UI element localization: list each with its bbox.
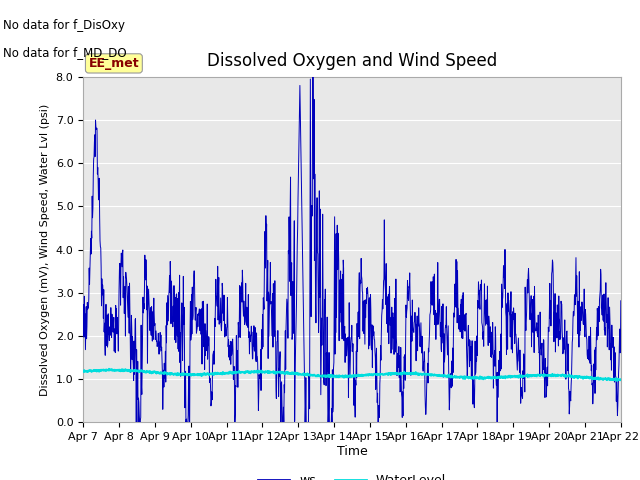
Legend: ws, WaterLevel: ws, WaterLevel <box>253 469 451 480</box>
Text: EE_met: EE_met <box>88 57 140 70</box>
Text: No data for f_DisOxy: No data for f_DisOxy <box>3 19 125 32</box>
X-axis label: Time: Time <box>337 445 367 458</box>
Y-axis label: Dissolved Oxygen (mV), Wind Speed, Water Lvl (psi): Dissolved Oxygen (mV), Wind Speed, Water… <box>40 104 50 396</box>
Text: No data for f_MD_DO: No data for f_MD_DO <box>3 46 127 59</box>
Title: Dissolved Oxygen and Wind Speed: Dissolved Oxygen and Wind Speed <box>207 52 497 70</box>
